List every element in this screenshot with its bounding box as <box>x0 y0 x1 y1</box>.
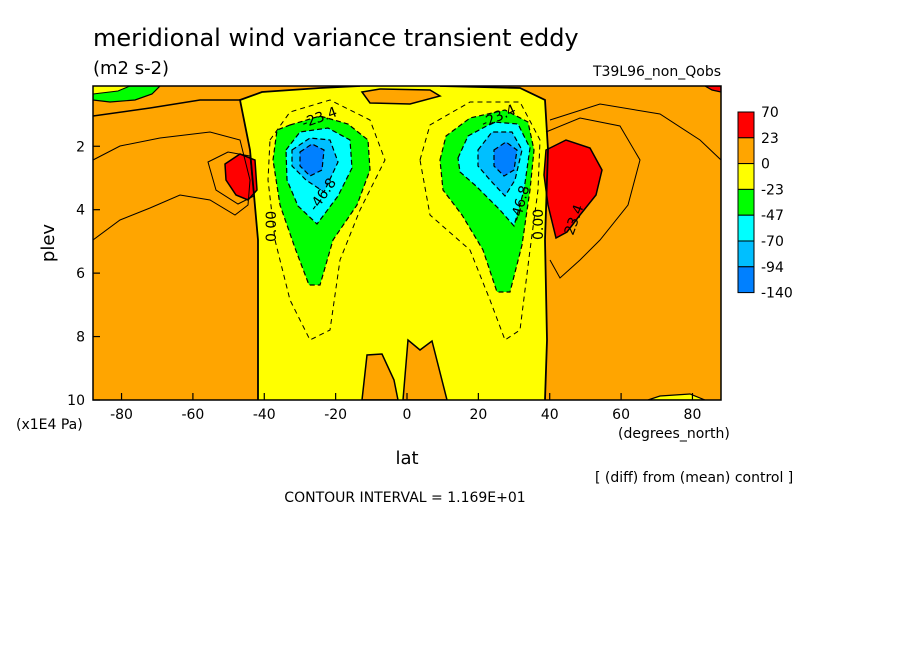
contour-dashed-left <box>267 99 386 341</box>
plot-area <box>93 86 721 400</box>
colorbar-label-6: -94 <box>761 260 784 276</box>
x-tick-label-8: 80 <box>684 407 702 423</box>
contour-label-zero-right: 0.00 <box>531 209 547 240</box>
colorbar-swatch-5 <box>737 240 755 268</box>
colorbar-label-7: -140 <box>761 286 793 302</box>
chart-title: meridional wind variance transient eddy <box>93 24 579 52</box>
colorbar-label-3: -23 <box>761 182 784 198</box>
colorbar-swatch-6 <box>737 266 755 294</box>
contour-thin-right <box>545 117 641 279</box>
contour-thin-left <box>93 131 251 241</box>
footer-note: [ (diff) from (mean) control ] <box>595 470 793 486</box>
region-orange-top <box>360 88 442 105</box>
chart-units: (m2 s-2) <box>93 58 169 79</box>
x-tick-label-7: 60 <box>612 407 630 423</box>
y-axis-label: plev <box>38 224 59 263</box>
x-tick-label-3: -20 <box>324 407 347 423</box>
y-tick-label-4: 10 <box>67 393 85 409</box>
x-tick-label-0: -80 <box>110 407 133 423</box>
y-tick-label-2: 6 <box>76 266 85 282</box>
y-tick-label-1: 4 <box>76 203 85 219</box>
x-tick-label-5: 20 <box>469 407 487 423</box>
x-axis: -80 -60 -40 -20 0 20 40 60 80 <box>110 393 701 423</box>
contour-bottom-right <box>647 393 706 400</box>
x-tick-label-4: 0 <box>403 407 412 423</box>
y-axis: 2 4 6 8 10 <box>67 139 100 409</box>
x-tick-label-2: -40 <box>253 407 276 423</box>
x-tick-label-6: 40 <box>541 407 559 423</box>
contour-zero-right <box>439 86 549 400</box>
x-units-label: (degrees_north) <box>618 426 730 442</box>
contour-edge-left <box>93 99 240 117</box>
colorbar-swatch-4 <box>737 214 755 242</box>
colorbar-swatch-3 <box>737 188 755 216</box>
x-tick-label-1: -60 <box>181 407 204 423</box>
colorbar-label-2: 0 <box>761 157 770 173</box>
colorbar-label-5: -70 <box>761 234 784 250</box>
experiment-label: T39L96_non_Qobs <box>592 64 721 80</box>
contour-thin-right-outer <box>549 103 721 161</box>
colorbar-swatch-2 <box>737 163 755 190</box>
colorbar-label-0: 70 <box>761 105 779 121</box>
colorbar-label-4: -47 <box>761 208 784 224</box>
colorbar-swatch-1 <box>737 137 755 165</box>
contour-interval-label: CONTOUR INTERVAL = 1.169E+01 <box>284 490 525 506</box>
region-corner-topright <box>703 86 721 93</box>
region-orange-tongue-1 <box>361 353 399 400</box>
region-blue-left <box>299 143 325 177</box>
colorbar-swatch-0 <box>737 111 755 139</box>
region-corner-topleft-yellow <box>93 86 131 95</box>
y-tick-label-0: 2 <box>76 139 85 155</box>
x-axis-label: lat <box>395 448 418 469</box>
y-tick-label-3: 8 <box>76 330 85 346</box>
colorbar-label-1: 23 <box>761 131 779 147</box>
contour-thin-left-inner <box>207 151 255 205</box>
colorbar: 70 23 0 -23 -47 -70 -94 -140 <box>737 105 793 302</box>
contour-label-zero-left: 0.00 <box>264 211 280 242</box>
region-orange-tongue-2 <box>402 338 448 400</box>
region-blue-right <box>493 141 518 177</box>
y-units-label: (x1E4 Pa) <box>16 417 83 433</box>
contour-dashed-right <box>419 101 541 341</box>
